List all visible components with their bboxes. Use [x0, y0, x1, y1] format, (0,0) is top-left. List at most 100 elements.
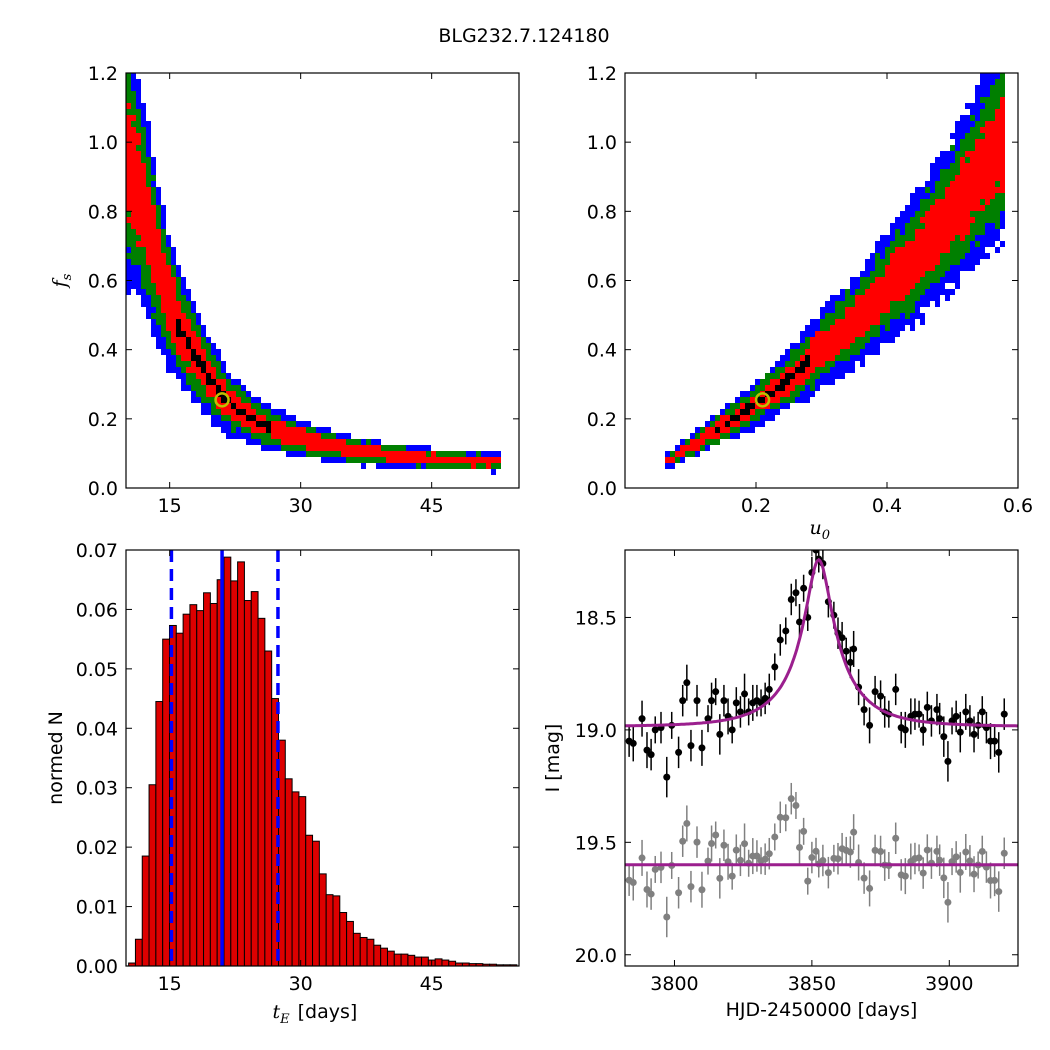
- posterior-cell-blue: [995, 73, 1000, 79]
- posterior-cell-red: [286, 439, 291, 445]
- posterior-cell-green: [835, 301, 840, 307]
- posterior-cell-green: [705, 439, 710, 445]
- posterior-cell-blue: [316, 427, 321, 433]
- posterior-cell-blue: [890, 337, 895, 343]
- posterior-cell-red: [975, 175, 980, 181]
- posterior-cell-blue: [985, 91, 990, 97]
- posterior-cell-green: [830, 313, 835, 319]
- posterior-cell-blue: [950, 277, 955, 283]
- posterior-cell-green: [206, 343, 211, 349]
- posterior-cell-red: [910, 265, 915, 271]
- posterior-cell-red: [915, 235, 920, 241]
- posterior-cell-red: [366, 445, 371, 451]
- posterior-cell-blue: [126, 247, 131, 253]
- posterior-cell-green: [940, 259, 945, 265]
- posterior-cell-green: [950, 259, 955, 265]
- posterior-cell-red: [855, 313, 860, 319]
- posterior-cell-green: [291, 445, 296, 451]
- posterior-cell-black: [231, 403, 236, 409]
- posterior-cell-red: [316, 439, 321, 445]
- posterior-cell-green: [156, 205, 161, 211]
- posterior-cell-red: [860, 313, 865, 319]
- posterior-cell-green: [985, 115, 990, 121]
- posterior-cell-red: [970, 169, 975, 175]
- posterior-cell-green: [426, 463, 431, 469]
- posterior-cell-red: [236, 397, 241, 403]
- posterior-cell-blue: [171, 247, 176, 253]
- posterior-cell-green: [161, 247, 166, 253]
- data-point: [966, 717, 974, 725]
- posterior-cell-red: [181, 313, 186, 319]
- posterior-cell-red: [950, 211, 955, 217]
- posterior-cell-red: [775, 379, 780, 385]
- posterior-cell-red: [406, 451, 411, 457]
- posterior-cell-red: [171, 337, 176, 343]
- posterior-cell-red: [1000, 127, 1005, 133]
- posterior-cell-green: [980, 115, 985, 121]
- residual-point: [693, 838, 701, 846]
- posterior-cell-red: [985, 151, 990, 157]
- posterior-cell-red: [1000, 169, 1005, 175]
- posterior-cell-red: [311, 445, 316, 451]
- posterior-cell-red: [171, 313, 176, 319]
- posterior-cell-red: [955, 199, 960, 205]
- posterior-cell-green: [221, 415, 226, 421]
- posterior-cell-green: [276, 439, 281, 445]
- posterior-cell-red: [890, 283, 895, 289]
- posterior-cell-blue: [880, 247, 885, 253]
- posterior-cell-red: [945, 235, 950, 241]
- posterior-cell-red: [291, 439, 296, 445]
- posterior-cell-blue: [885, 337, 890, 343]
- posterior-cell-blue: [131, 283, 136, 289]
- posterior-cell-green: [191, 385, 196, 391]
- data-point: [877, 692, 885, 700]
- posterior-cell-blue: [945, 271, 950, 277]
- posterior-cell-blue: [895, 325, 900, 331]
- posterior-cell-green: [256, 433, 261, 439]
- posterior-cell-red: [226, 403, 231, 409]
- posterior-cell-green: [366, 439, 371, 445]
- posterior-cell-blue: [870, 349, 875, 355]
- posterior-cell-blue: [865, 349, 870, 355]
- posterior-cell-red: [845, 331, 850, 337]
- posterior-cell-blue: [226, 427, 231, 433]
- posterior-cell-green: [141, 265, 146, 271]
- posterior-cell-blue: [830, 379, 835, 385]
- posterior-cell-black: [805, 361, 810, 367]
- posterior-cell-red: [800, 355, 805, 361]
- posterior-cell-green: [960, 247, 965, 253]
- posterior-cell-red: [990, 157, 995, 163]
- posterior-cell-green: [910, 295, 915, 301]
- posterior-cell-blue: [146, 145, 151, 151]
- posterior-cell-blue: [141, 115, 146, 121]
- posterior-cell-blue: [131, 79, 136, 85]
- x-tick-label: 30: [289, 973, 313, 995]
- posterior-cell-red: [870, 283, 875, 289]
- posterior-cell-blue: [920, 295, 925, 301]
- posterior-cell-red: [780, 391, 785, 397]
- posterior-cell-red: [131, 193, 136, 199]
- posterior-cell-red: [156, 289, 161, 295]
- posterior-cell-green: [1000, 205, 1005, 211]
- posterior-cell-green: [965, 133, 970, 139]
- posterior-cell-red: [411, 457, 416, 463]
- posterior-cell-red: [156, 235, 161, 241]
- posterior-cell-red: [875, 313, 880, 319]
- posterior-cell-blue: [920, 187, 925, 193]
- posterior-cell-red: [126, 175, 131, 181]
- posterior-cell-red: [341, 445, 346, 451]
- histogram-bar: [298, 796, 307, 966]
- x-axis-label: u0: [810, 517, 831, 543]
- posterior-cell-red: [136, 169, 141, 175]
- posterior-cell-green: [206, 349, 211, 355]
- posterior-cell-blue: [890, 319, 895, 325]
- posterior-cell-red: [930, 235, 935, 241]
- posterior-cell-green: [126, 85, 131, 91]
- histogram-bar: [380, 947, 388, 966]
- posterior-cell-black: [236, 409, 241, 415]
- posterior-cell-green: [905, 229, 910, 235]
- posterior-cell-green: [980, 229, 985, 235]
- posterior-cell-red: [131, 175, 136, 181]
- posterior-cell-red: [226, 409, 231, 415]
- posterior-cell-red: [935, 247, 940, 253]
